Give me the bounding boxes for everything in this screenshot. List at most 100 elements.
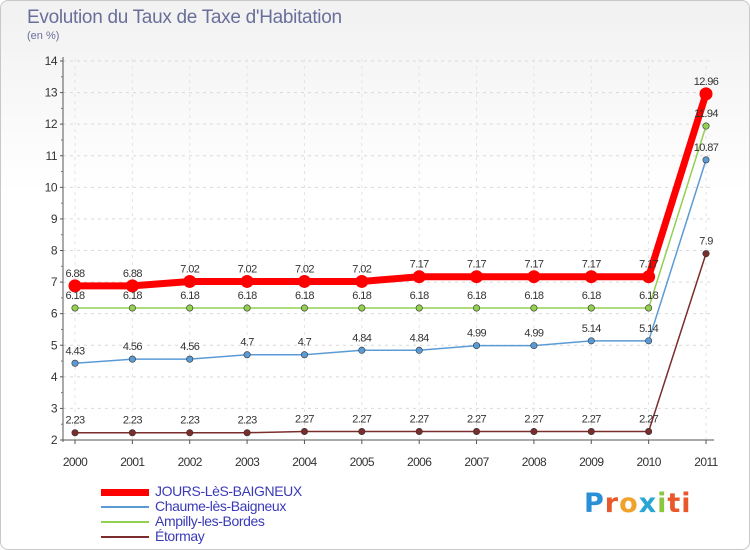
data-label: 5.14 <box>639 323 658 335</box>
data-point <box>584 270 598 284</box>
y-tick-label: 3 <box>51 401 58 415</box>
data-label: 4.99 <box>524 328 543 340</box>
data-point <box>186 355 194 363</box>
data-point <box>358 346 366 354</box>
x-tick-label: 2002 <box>178 455 203 469</box>
data-point <box>243 304 251 312</box>
data-label: 4.7 <box>298 337 312 349</box>
y-tick-label: 9 <box>51 212 58 226</box>
data-label: 6.88 <box>65 268 84 280</box>
data-label: 7.02 <box>295 263 314 275</box>
x-tick-label: 2006 <box>407 455 432 469</box>
data-point <box>415 427 423 435</box>
data-point <box>125 279 139 293</box>
legend-label: Étormay <box>155 528 205 544</box>
data-point <box>527 270 541 284</box>
data-label: 2.23 <box>123 415 142 427</box>
y-tick-label: 12 <box>45 117 58 131</box>
data-label: 2.27 <box>467 413 486 425</box>
data-point <box>587 427 595 435</box>
data-label: 7.9 <box>699 236 713 248</box>
data-label: 7.17 <box>639 259 658 271</box>
data-point <box>300 351 308 359</box>
x-tick-label: 2011 <box>694 455 718 469</box>
data-point <box>415 346 423 354</box>
data-point <box>128 355 136 363</box>
data-point <box>530 427 538 435</box>
data-point <box>243 429 251 437</box>
data-point <box>186 304 194 312</box>
y-tick-label: 13 <box>45 86 58 100</box>
data-point <box>300 427 308 435</box>
y-tick-label: 6 <box>51 307 58 321</box>
legend-label: JOURS-LèS-BAIGNEUX <box>155 483 302 499</box>
data-label: 2.23 <box>238 415 257 427</box>
data-label: 7.17 <box>467 259 486 271</box>
data-point <box>186 429 194 437</box>
data-point <box>473 427 481 435</box>
data-label: 12.96 <box>694 76 719 88</box>
data-label: 7.17 <box>524 259 543 271</box>
data-label: 4.43 <box>65 345 84 357</box>
data-label: 7.02 <box>352 263 371 275</box>
x-tick-label: 2001 <box>120 455 145 469</box>
data-label: 6.18 <box>410 290 429 302</box>
y-tick-label: 11 <box>46 149 58 163</box>
series-line-3 <box>75 253 707 434</box>
data-label: 4.7 <box>240 337 254 349</box>
data-label: 6.18 <box>180 290 199 302</box>
data-point <box>587 304 595 312</box>
data-label: 5.14 <box>582 323 601 335</box>
legend-swatch <box>101 536 149 538</box>
data-label: 6.18 <box>582 290 601 302</box>
legend-swatch <box>101 521 149 523</box>
data-label: 6.18 <box>467 290 486 302</box>
data-label: 6.18 <box>238 290 257 302</box>
y-tick-label: 5 <box>51 338 58 352</box>
data-label: 6.18 <box>352 290 371 302</box>
series-line-1 <box>74 159 707 365</box>
x-tick-label: 2008 <box>522 455 547 469</box>
series-line-0 <box>75 92 710 290</box>
data-label: 6.18 <box>295 290 314 302</box>
y-tick-label: 7 <box>51 275 58 289</box>
data-point <box>71 304 79 312</box>
data-point <box>699 87 713 101</box>
legend-swatch <box>101 506 149 508</box>
data-point <box>358 427 366 435</box>
y-tick-label: 8 <box>51 244 58 258</box>
x-tick-label: 2010 <box>636 455 661 469</box>
legend-swatch <box>101 489 149 496</box>
chart-subtitle: (en %) <box>27 30 60 42</box>
data-point <box>355 274 369 288</box>
data-point <box>415 304 423 312</box>
data-point <box>645 304 653 312</box>
data-point <box>473 342 481 350</box>
data-point <box>702 156 710 164</box>
data-point <box>702 122 710 130</box>
y-tick-label: 2 <box>51 433 58 447</box>
data-point <box>358 304 366 312</box>
data-label: 4.99 <box>467 328 486 340</box>
data-point <box>473 304 481 312</box>
data-point <box>128 429 136 437</box>
data-point <box>128 304 136 312</box>
y-tick-label: 14 <box>45 54 58 68</box>
data-point <box>183 274 197 288</box>
data-label: 2.27 <box>352 413 371 425</box>
legend-label: Ampilly-les-Bordes <box>155 513 265 529</box>
data-point <box>71 429 79 437</box>
data-point <box>71 359 79 367</box>
x-tick-label: 2009 <box>579 455 604 469</box>
x-tick-label: 2000 <box>63 455 88 469</box>
data-point <box>645 337 653 345</box>
data-point <box>300 304 308 312</box>
data-label: 6.18 <box>123 290 142 302</box>
data-label: 2.27 <box>639 413 658 425</box>
x-tick-label: 2007 <box>464 455 489 469</box>
y-tick-label: 4 <box>51 370 58 384</box>
data-label: 2.27 <box>524 413 543 425</box>
data-point <box>240 274 254 288</box>
